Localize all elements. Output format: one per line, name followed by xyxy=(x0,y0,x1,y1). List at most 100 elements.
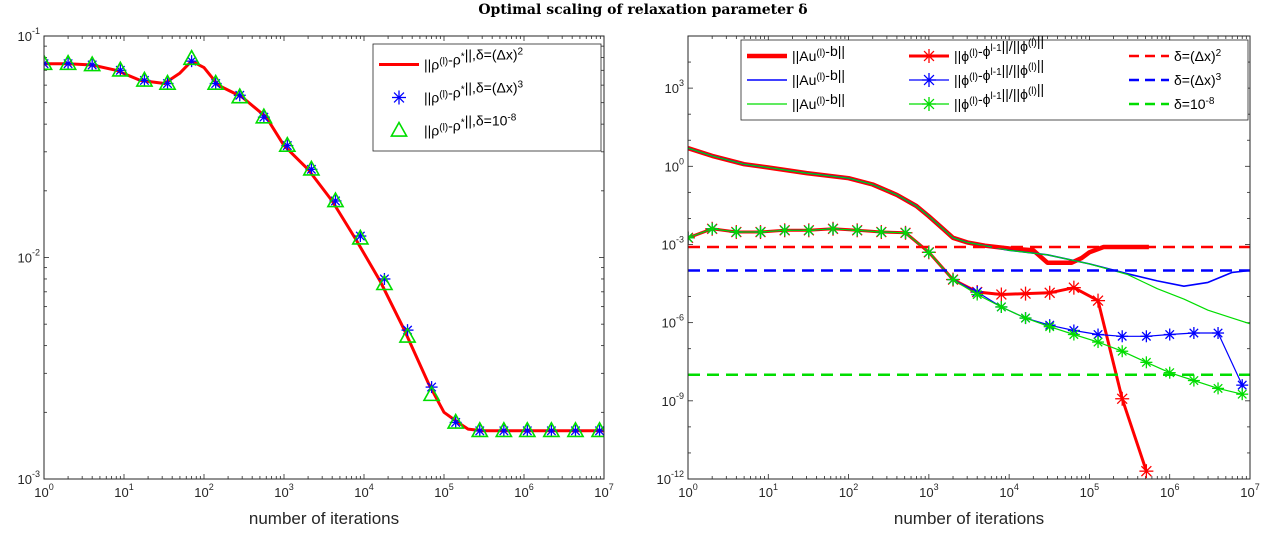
series-3-point xyxy=(1115,391,1130,406)
series-5-point xyxy=(1092,336,1105,349)
series-5-point xyxy=(971,288,984,301)
series-line-2 xyxy=(688,147,1250,325)
legend-entry-3: ||ϕ(l)-ϕl-1||/||ϕ(l)|| xyxy=(909,33,1044,64)
series-2-point xyxy=(59,54,78,71)
series-4-point xyxy=(1212,327,1225,340)
y-tick-label: 100 xyxy=(665,156,684,174)
series-2-point xyxy=(542,421,561,438)
left-plot: 100 101 102 103 104 105 106 107 10-3 10-2 10-1 numb… xyxy=(18,26,614,528)
legend-entry-1: ||Au(l)-b|| xyxy=(747,67,845,88)
plot-frame xyxy=(43,35,605,480)
series-group xyxy=(688,145,1250,479)
series-2-point xyxy=(111,60,130,77)
series-4-point xyxy=(1140,330,1153,343)
series-5-point xyxy=(1163,366,1176,379)
legend-0-label: ||ρ(l)-ρ*||,δ=(Δx)2 xyxy=(424,47,524,73)
legend-2-label: ||ρ(l)-ρ*||,δ=10-8 xyxy=(424,113,517,139)
y-tick-label: 10-2 xyxy=(18,248,40,266)
y-tick-label: 10-1 xyxy=(18,26,40,44)
x-tick-label: 101 xyxy=(114,482,133,500)
legend-5-label: ||ϕ(l)-ϕl-1||/||ϕ(l)|| xyxy=(954,81,1044,112)
series-2-point xyxy=(326,191,345,208)
series-5-point xyxy=(688,231,694,244)
series-2-point xyxy=(351,228,370,245)
legend-entry-1: ||ρ(l)-ρ*||,δ=(Δx)3 xyxy=(392,80,524,106)
series-5-point xyxy=(754,226,767,239)
x-axis-label: number of iterations xyxy=(249,509,399,528)
series-2-point xyxy=(494,421,513,438)
series-3-point xyxy=(1091,293,1106,308)
x-tick-label: 106 xyxy=(514,482,533,500)
series-4-point xyxy=(1092,328,1105,341)
legend-marker-1 xyxy=(392,90,406,105)
legend: ||ρ(l)-ρ*||,δ=(Δx)2 ||ρ(l)-ρ*||,δ=(Δx)3 ||… xyxy=(372,43,602,152)
series-3-point xyxy=(1139,464,1154,479)
legend-marker-4 xyxy=(922,73,936,87)
legend-entry-2: ||ρ(l)-ρ*||,δ=10-8 xyxy=(390,113,517,139)
right-plot: 100 101 102 103 104 105 106 107 10-12 10-9 10-6 10-… xyxy=(657,33,1260,528)
series-5-point xyxy=(922,246,935,259)
legend-2-label: ||Au(l)-b|| xyxy=(792,91,845,112)
x-tick-label: 105 xyxy=(1080,482,1099,500)
x-tick-label: 106 xyxy=(1160,482,1179,500)
series-2-point xyxy=(135,70,154,87)
series-3-point xyxy=(1042,285,1057,300)
y-tick-label: 10-3 xyxy=(18,469,40,487)
series-5-point xyxy=(778,224,791,237)
figure-title: Optimal scaling of relaxation parameter … xyxy=(478,2,807,18)
x-tick-label: 103 xyxy=(919,482,938,500)
y-tick-label: 10-12 xyxy=(657,469,684,487)
series-2-point xyxy=(206,73,225,90)
x-tick-label: 104 xyxy=(999,482,1018,500)
plot-frame xyxy=(687,35,1251,480)
legend-7-label: δ=(Δx)3 xyxy=(1174,72,1222,88)
legend-entry-8: δ=10-8 xyxy=(1129,96,1215,112)
x-tick-label: 102 xyxy=(839,482,858,500)
y-tick-label: 10-3 xyxy=(662,234,684,252)
series-5-point xyxy=(899,226,912,239)
x-tick-label: 100 xyxy=(34,482,53,500)
series-2-point xyxy=(566,421,585,438)
series-5-point xyxy=(1019,312,1032,325)
series-5-point xyxy=(1043,320,1056,333)
series-2-point xyxy=(182,49,201,66)
series-1-point xyxy=(401,324,414,337)
x-tick-label: 102 xyxy=(194,482,213,500)
series-4-point xyxy=(1163,328,1176,341)
series-5-point xyxy=(995,300,1008,313)
series-5-point xyxy=(706,222,719,235)
series-5-point xyxy=(851,224,864,237)
x-tick-label: 104 xyxy=(354,482,373,500)
x-tick-label: 101 xyxy=(759,482,778,500)
series-2-point xyxy=(230,87,249,104)
legend-marker-5 xyxy=(922,97,936,111)
series-5-point xyxy=(1187,374,1200,387)
series-5-point xyxy=(875,226,888,239)
series-group xyxy=(44,49,604,438)
series-2-point xyxy=(590,421,604,438)
y-tick-label: 103 xyxy=(665,78,684,96)
series-2-point xyxy=(446,412,465,429)
x-tick-label: 103 xyxy=(274,482,293,500)
legend-entry-0: ||ρ(l)-ρ*||,δ=(Δx)2 xyxy=(379,47,524,73)
series-3-point xyxy=(994,287,1009,302)
series-2-point xyxy=(470,421,489,438)
series-2-point xyxy=(518,421,537,438)
series-2-point xyxy=(278,135,297,153)
legend-8-label: δ=10-8 xyxy=(1174,96,1215,112)
y-tick-label: 10-6 xyxy=(662,313,684,331)
series-4-point xyxy=(1187,327,1200,340)
series-5-point xyxy=(802,224,815,237)
legend-entry-4: ||ϕ(l)-ϕl-1||/||ϕ(l)|| xyxy=(909,57,1044,88)
x-tick-label: 107 xyxy=(1240,482,1259,500)
legend-3-label: ||ϕ(l)-ϕl-1||/||ϕ(l)|| xyxy=(954,33,1044,64)
series-2-point xyxy=(422,385,441,402)
series-5-point xyxy=(1116,345,1129,358)
legend: ||Au(l)-b|| ||Au(l)-b|| ||Au(l)-b|| ||ϕ(l)-… xyxy=(740,33,1249,121)
legend-6-label: δ=(Δx)2 xyxy=(1174,48,1222,64)
series-3-point xyxy=(1018,286,1033,301)
x-tick-label: 100 xyxy=(678,482,697,500)
legend-4-label: ||ϕ(l)-ϕl-1||/||ϕ(l)|| xyxy=(954,57,1044,88)
series-5-point xyxy=(947,273,960,286)
